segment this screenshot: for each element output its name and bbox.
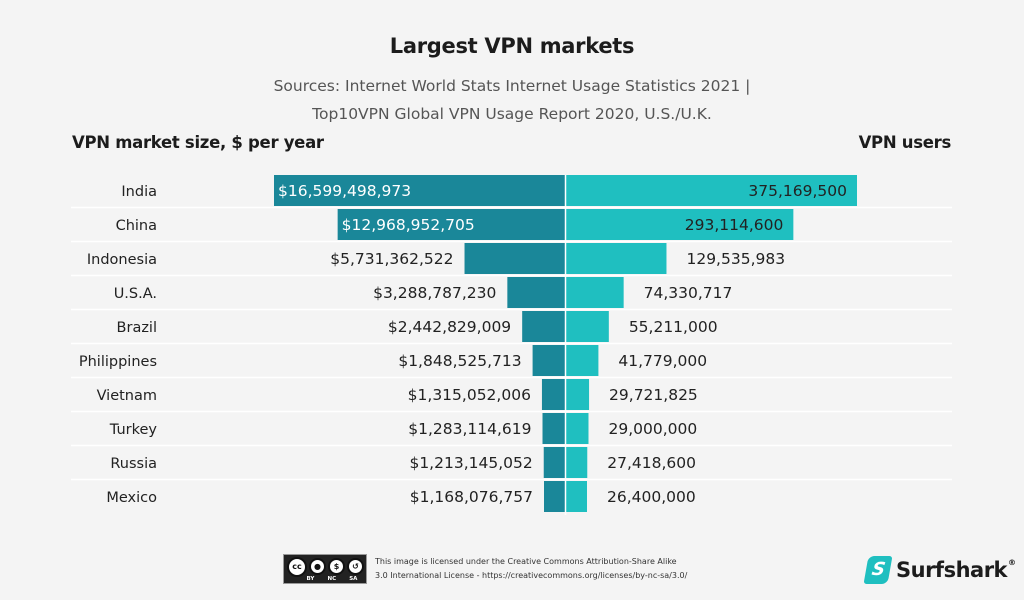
left-axis-label: VPN market size, $ per year	[72, 133, 324, 152]
bar-market-size	[542, 413, 565, 444]
bar-vpn-users	[566, 345, 599, 376]
license-text: This image is licensed under the Creativ…	[375, 555, 687, 583]
cc-badge-labels: BY NC SA	[300, 576, 364, 582]
data-label-vpn-users: 27,418,600	[607, 454, 696, 472]
bar-market-size	[522, 311, 565, 342]
category-label: China	[116, 218, 157, 234]
license-line-1: This image is licensed under the Creativ…	[375, 557, 677, 566]
data-label-market-size: $1,168,076,757	[410, 488, 533, 506]
data-label-vpn-users: 74,330,717	[644, 284, 733, 302]
bar-market-size	[544, 481, 565, 512]
data-label-market-size: $2,442,829,009	[388, 318, 511, 336]
bar-vpn-users	[566, 413, 589, 444]
by-attribution-icon: ●	[309, 558, 326, 575]
cc-label-nc: NC	[327, 576, 337, 582]
data-label-market-size: $12,968,952,705	[342, 216, 475, 234]
bar-vpn-users	[566, 379, 590, 410]
data-label-vpn-users: 129,535,983	[686, 250, 785, 268]
bar-vpn-users	[566, 311, 609, 342]
bar-vpn-users	[566, 175, 857, 206]
bar-market-size	[543, 447, 565, 478]
diverging-bar-chart: India $16,599,498,973 375,169,500 China $12,…	[71, 175, 952, 515]
data-label-vpn-users: 29,000,000	[608, 420, 697, 438]
category-label: Philippines	[79, 354, 157, 370]
bar-vpn-users	[566, 447, 588, 478]
surfshark-brand: S Surfshark®	[863, 556, 1016, 584]
cc-icon: cc	[287, 557, 307, 577]
category-label: Turkey	[109, 422, 158, 438]
data-label-vpn-users: 293,114,600	[685, 216, 784, 234]
brand-name-text: Surfshark	[896, 558, 1008, 582]
data-label-vpn-users: 29,721,825	[609, 386, 698, 404]
bar-market-size	[507, 277, 565, 308]
bar-market-size	[464, 243, 565, 274]
data-label-market-size: $1,848,525,713	[398, 352, 521, 370]
registered-mark: ®	[1008, 558, 1016, 567]
cc-license-badge[interactable]: cc ● $ ↺ BY NC SA	[283, 554, 367, 584]
category-label: Russia	[110, 456, 157, 472]
data-label-market-size: $3,288,787,230	[373, 284, 496, 302]
sa-sharealike-icon: ↺	[347, 558, 364, 575]
bar-vpn-users	[566, 209, 794, 240]
data-label-vpn-users: 26,400,000	[607, 488, 696, 506]
data-label-market-size: $1,283,114,619	[408, 420, 531, 438]
chart-subtitle: Sources: Internet World Stats Internet U…	[0, 72, 1024, 128]
data-label-vpn-users: 55,211,000	[629, 318, 718, 336]
subtitle-line-2: Top10VPN Global VPN Usage Report 2020, U…	[312, 105, 712, 123]
category-label: India	[121, 184, 157, 200]
bar-vpn-users	[566, 277, 624, 308]
data-label-market-size: $1,315,052,006	[408, 386, 531, 404]
bar-market-size	[337, 209, 565, 240]
category-label: Mexico	[106, 490, 157, 506]
license-footer: cc ● $ ↺ BY NC SA This image is licensed…	[283, 554, 687, 584]
cc-label-sa: SA	[349, 576, 358, 582]
brand-name: Surfshark®	[896, 558, 1016, 582]
category-label: U.S.A.	[114, 286, 157, 302]
nc-noncommercial-icon: $	[328, 558, 345, 575]
subtitle-line-1: Sources: Internet World Stats Internet U…	[273, 77, 751, 95]
bar-market-size	[274, 175, 565, 206]
right-axis-label: VPN users	[858, 133, 952, 152]
data-label-vpn-users: 375,169,500	[748, 182, 847, 200]
bar-market-size	[532, 345, 565, 376]
category-label: Indonesia	[87, 252, 157, 268]
data-label-market-size: $5,731,362,522	[330, 250, 453, 268]
data-label-market-size: $1,213,145,052	[409, 454, 532, 472]
surfshark-logo-icon: S	[863, 556, 893, 584]
chart-title: Largest VPN markets	[389, 34, 635, 58]
license-line-2[interactable]: 3.0 International License - https://crea…	[375, 571, 688, 580]
data-label-market-size: $16,599,498,973	[278, 182, 411, 200]
bar-vpn-users	[566, 243, 667, 274]
data-label-vpn-users: 41,779,000	[618, 352, 707, 370]
logo-glyph: S	[870, 559, 887, 580]
category-label: Brazil	[117, 320, 157, 336]
cc-label-by: BY	[306, 576, 315, 582]
bar-vpn-users	[566, 481, 587, 512]
bar-market-size	[541, 379, 565, 410]
category-label: Vietnam	[97, 388, 157, 404]
